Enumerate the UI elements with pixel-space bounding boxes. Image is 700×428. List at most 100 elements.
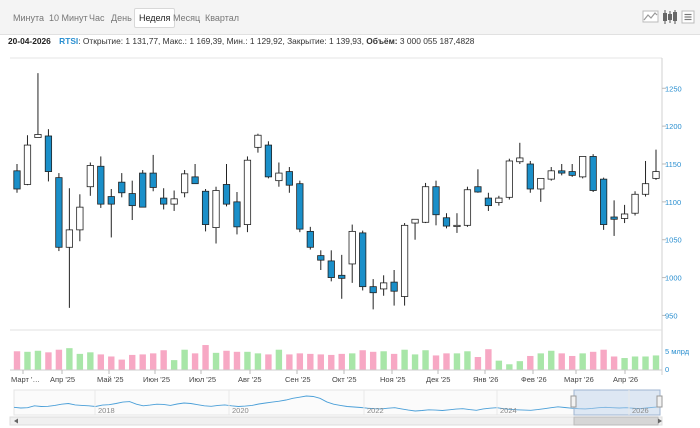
volume-bar — [589, 351, 597, 370]
candle-body — [380, 282, 388, 290]
volume-bar — [401, 349, 408, 370]
volume-axis-label: 5 млрд — [665, 347, 690, 356]
volume-bar — [97, 354, 105, 370]
candle-body — [264, 144, 273, 178]
candle-body — [484, 197, 492, 207]
candle-body — [233, 201, 241, 228]
volume-bar — [45, 352, 52, 370]
navigator-year-label: 2022 — [367, 406, 384, 415]
candle-body — [65, 229, 73, 248]
volume-bar — [642, 356, 649, 370]
candle-body — [139, 172, 147, 208]
volume-bar — [24, 351, 31, 370]
volume-bar — [349, 353, 356, 370]
volume-bar — [453, 353, 461, 370]
candle-body — [641, 183, 650, 195]
y-tick-label: 1000 — [665, 274, 682, 283]
volume-bar — [233, 351, 241, 370]
navigator-handle-left — [570, 395, 577, 408]
volume-bar — [275, 349, 283, 370]
candle-body — [338, 274, 346, 279]
candle-body — [212, 190, 220, 228]
volume-bar — [338, 353, 345, 370]
volume-bar — [579, 353, 586, 370]
candle-body — [579, 156, 587, 178]
candle-body — [181, 173, 189, 194]
scrollbar-track — [9, 416, 663, 426]
volume-bar — [191, 353, 199, 370]
volume-bar — [558, 353, 565, 370]
candle-body — [306, 230, 314, 248]
x-tick-label: Апр '25 — [50, 375, 75, 384]
volume-bar — [443, 353, 450, 370]
volume-bar — [66, 348, 73, 370]
candle-body — [107, 196, 115, 205]
navigator-handle-right — [656, 395, 663, 408]
tab-day[interactable]: День — [111, 13, 132, 23]
volume-bar — [87, 352, 94, 370]
candle-body — [589, 156, 597, 191]
candle-body — [76, 206, 84, 231]
tab-quarter[interactable]: Квартал — [205, 13, 240, 23]
candle-body — [55, 177, 63, 248]
candle-body — [348, 230, 356, 265]
volume-bar — [13, 351, 21, 370]
candle-body — [317, 255, 325, 261]
y-tick-label: 1050 — [665, 236, 682, 245]
candle-body — [474, 186, 482, 193]
candle-body — [243, 159, 252, 225]
info-volume-label: Объём: — [366, 36, 398, 46]
volume-bar — [495, 360, 503, 370]
period-toolbar: Минута 10 Минут Час День Неделя Месяц Кв… — [0, 0, 700, 35]
info-volume-value: 3 000 055 187,4828 — [399, 36, 475, 46]
x-tick-label: Фев '26 — [521, 375, 547, 384]
volume-bar — [296, 353, 304, 370]
volume-bar — [160, 350, 167, 370]
candle-body — [505, 160, 513, 198]
x-tick-label: Ноя '25 — [380, 375, 406, 384]
volume-bar — [422, 350, 429, 370]
x-tick-label: Май '25 — [97, 375, 124, 384]
volume-bar — [548, 350, 555, 370]
candle-body — [369, 286, 377, 294]
candle-body — [547, 170, 555, 180]
volume-bar — [129, 354, 136, 370]
candle-body — [222, 184, 231, 205]
info-date: 20-04-2026 — [8, 36, 51, 46]
x-tick-label: Март '26 — [564, 375, 594, 384]
scroll-right-arrow-icon — [658, 418, 662, 424]
candle-body — [652, 171, 660, 179]
navigator-year-label: 2020 — [232, 406, 249, 415]
scroll-left-arrow-icon — [14, 418, 18, 424]
tab-10-minutes[interactable]: 10 Минут — [49, 13, 88, 23]
candle-body — [526, 163, 534, 190]
volume-bar — [485, 349, 492, 370]
tab-hour[interactable]: Час — [89, 13, 105, 23]
volume-bar — [516, 361, 524, 370]
tab-month[interactable]: Месяц — [173, 13, 201, 23]
navigator-series-line — [13, 395, 661, 412]
candle-body — [610, 216, 618, 220]
candlestick-chart-icon[interactable] — [661, 9, 679, 25]
candle-body — [620, 213, 629, 219]
volume-bar — [202, 345, 209, 370]
area-chart-icon[interactable] — [642, 9, 660, 25]
volume-bar — [610, 356, 618, 370]
candle-body — [442, 217, 451, 227]
tab-week[interactable]: Неделя — [134, 8, 176, 28]
candle-body — [463, 189, 472, 226]
menu-icon[interactable] — [681, 9, 695, 25]
candle-body — [400, 224, 409, 297]
x-tick-label: Сен '25 — [285, 375, 311, 384]
x-tick-label: Апр '26 — [613, 375, 638, 384]
volume-bar — [359, 350, 366, 370]
candle-body — [44, 135, 53, 172]
volume-bar — [411, 354, 419, 370]
x-tick-label: Авг '25 — [238, 375, 262, 384]
candle-body — [128, 193, 136, 207]
volume-bar — [118, 359, 125, 370]
volume-bar — [474, 357, 482, 370]
volume-bar — [55, 349, 63, 370]
tab-minute[interactable]: Минута — [13, 13, 45, 23]
